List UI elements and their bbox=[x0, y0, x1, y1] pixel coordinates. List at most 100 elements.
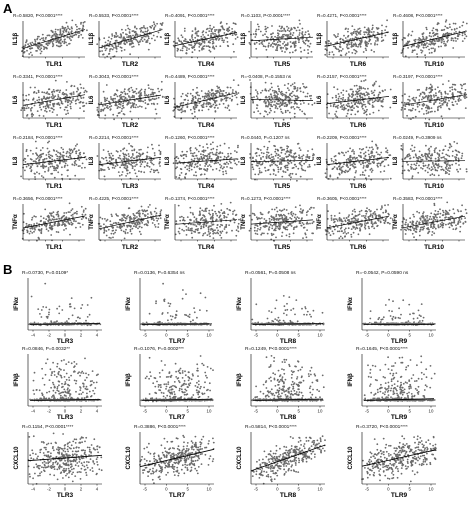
stat-label: R=0.2184, P<0.0001**** bbox=[13, 135, 63, 140]
data-point bbox=[289, 51, 291, 54]
data-point bbox=[264, 25, 267, 28]
data-point bbox=[194, 97, 197, 99]
data-point bbox=[161, 24, 163, 26]
data-point bbox=[371, 28, 373, 31]
data-point bbox=[100, 110, 102, 113]
data-point bbox=[335, 94, 337, 97]
data-point bbox=[53, 90, 56, 93]
data-point bbox=[256, 107, 258, 110]
data-point bbox=[105, 156, 108, 159]
data-point bbox=[233, 30, 236, 33]
data-point bbox=[70, 30, 73, 33]
data-point bbox=[27, 99, 30, 101]
regression-line bbox=[174, 32, 238, 46]
data-point bbox=[57, 171, 60, 174]
data-point bbox=[412, 168, 415, 171]
data-point bbox=[146, 219, 149, 222]
data-point bbox=[342, 89, 345, 92]
data-point bbox=[440, 156, 443, 159]
data-point bbox=[212, 38, 215, 41]
data-point bbox=[104, 41, 107, 44]
data-point bbox=[142, 100, 145, 103]
data-point bbox=[407, 41, 410, 44]
data-point bbox=[60, 37, 62, 39]
data-point bbox=[267, 156, 270, 158]
data-point bbox=[130, 145, 132, 147]
x-axis-label: TLR4 bbox=[198, 61, 215, 68]
data-point bbox=[189, 164, 192, 167]
data-point bbox=[374, 42, 376, 44]
data-point bbox=[47, 230, 50, 232]
data-point bbox=[185, 52, 188, 55]
stat-label: R=0.4489, P<0.0001**** bbox=[165, 74, 215, 79]
data-point bbox=[282, 42, 284, 45]
data-point bbox=[58, 45, 61, 48]
data-point bbox=[139, 92, 142, 95]
data-point bbox=[434, 148, 436, 150]
data-point bbox=[257, 25, 260, 28]
data-point bbox=[430, 97, 433, 100]
data-point bbox=[368, 160, 371, 163]
data-point bbox=[221, 212, 224, 215]
data-point bbox=[256, 97, 259, 100]
data-point bbox=[214, 93, 217, 95]
data-point bbox=[105, 159, 108, 162]
data-point bbox=[52, 89, 55, 91]
data-point bbox=[61, 223, 64, 226]
data-point bbox=[140, 233, 142, 236]
data-point bbox=[227, 155, 229, 158]
data-point bbox=[225, 99, 228, 102]
data-point bbox=[281, 50, 283, 53]
data-point bbox=[24, 44, 27, 47]
data-point bbox=[66, 109, 69, 112]
data-point bbox=[76, 87, 79, 90]
data-point bbox=[301, 38, 304, 40]
data-point bbox=[304, 113, 306, 116]
data-point bbox=[108, 154, 111, 157]
data-point bbox=[34, 173, 36, 175]
data-point bbox=[59, 97, 61, 99]
x-axis-label: TLR4 bbox=[198, 183, 215, 190]
data-point bbox=[190, 232, 193, 235]
data-point bbox=[149, 26, 152, 29]
data-point bbox=[52, 105, 55, 108]
data-point bbox=[140, 38, 143, 41]
data-point bbox=[287, 158, 289, 161]
data-point bbox=[66, 81, 68, 83]
data-point bbox=[444, 101, 447, 103]
data-point bbox=[46, 104, 48, 107]
data-point bbox=[128, 32, 131, 34]
data-point bbox=[347, 47, 350, 50]
data-point bbox=[57, 95, 60, 98]
data-point bbox=[31, 54, 33, 56]
data-point bbox=[235, 151, 238, 154]
data-point bbox=[451, 155, 454, 157]
data-point bbox=[135, 226, 138, 228]
data-point bbox=[376, 164, 379, 167]
data-point bbox=[39, 52, 42, 55]
data-point bbox=[367, 100, 369, 103]
data-point bbox=[272, 46, 274, 48]
data-point bbox=[414, 38, 417, 41]
data-point bbox=[307, 40, 310, 43]
data-point bbox=[452, 22, 455, 25]
data-point bbox=[33, 104, 36, 107]
data-point bbox=[264, 81, 267, 84]
data-point bbox=[216, 224, 219, 226]
data-point bbox=[208, 49, 211, 52]
data-point bbox=[84, 166, 86, 169]
data-point bbox=[308, 157, 311, 160]
data-point bbox=[59, 30, 62, 33]
data-point bbox=[31, 218, 33, 221]
data-point bbox=[418, 104, 421, 106]
data-point bbox=[218, 169, 221, 172]
data-point bbox=[360, 163, 362, 166]
data-point bbox=[433, 165, 435, 167]
data-point bbox=[112, 229, 115, 232]
data-point bbox=[287, 34, 290, 36]
data-point bbox=[433, 174, 436, 177]
data-point bbox=[236, 103, 239, 106]
data-point bbox=[59, 152, 61, 155]
data-point bbox=[270, 153, 273, 156]
data-point bbox=[220, 98, 223, 100]
